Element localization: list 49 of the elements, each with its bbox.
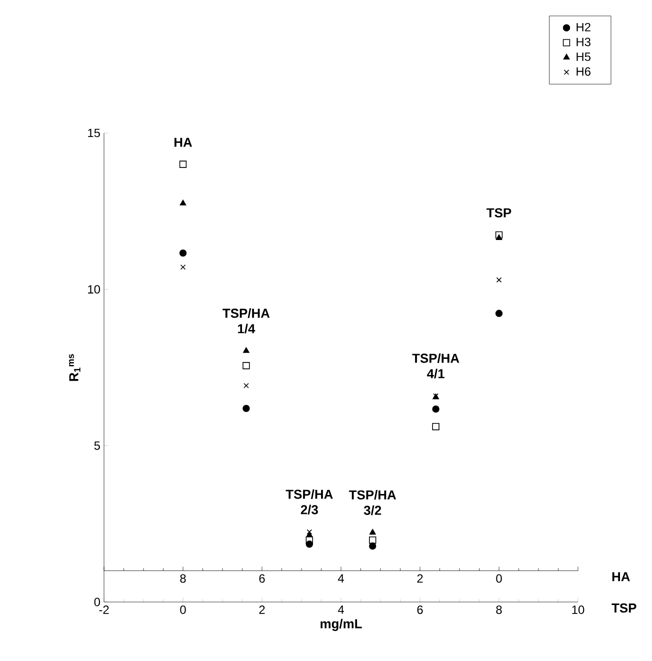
annotation: TSP/HA 1/4 [222,308,270,334]
annotation: TSP/HA 3/2 [348,490,396,516]
point [179,249,187,257]
point [432,405,440,413]
y-axis-title: R$_{1}$ms [69,354,80,381]
point [306,529,312,535]
point [180,200,186,206]
x2-tick-label: 0 [496,574,502,583]
point [242,362,250,370]
y-tick-label: 5 [94,441,100,450]
x-tick-label: 10 [572,606,584,614]
legend-label: H3 [576,38,590,46]
point [244,382,249,388]
x-tick-label: 0 [180,606,186,614]
annotation: HA [174,138,192,147]
x-tick-label: 4 [338,606,344,614]
point [369,536,376,544]
x-tick-label: 8 [496,606,502,614]
legend-label: H5 [576,52,590,61]
x2-tick-label: 4 [338,574,344,582]
point [432,422,440,430]
x2-tick-label: 2 [417,574,423,583]
x-tick-label: 2 [259,606,265,614]
point [495,310,503,318]
x2-tick-label: 6 [259,574,265,583]
point [369,528,376,535]
point [242,404,250,412]
point [243,347,250,353]
y-tick-label: 10 [88,285,100,294]
x-axis-title: mg/mL [320,618,362,631]
point [306,536,313,544]
point [179,160,187,168]
x2-tick-label: 8 [180,574,186,583]
legend-label: H6 [576,67,590,76]
y-tick-label: 0 [94,598,100,606]
text: TSP [612,603,636,613]
x-tick-label: -2 [99,606,109,614]
annotation: TSP [486,208,512,218]
point [180,264,186,270]
point [369,542,376,550]
point [496,277,502,283]
y-tick-label: 15 [88,128,100,138]
point [496,234,502,240]
point [495,231,503,239]
annotation: TSP/HA 2/3 [286,489,333,514]
x-tick-label: 6 [417,606,423,614]
annotation: TSP/HA 4/1 [412,353,460,378]
legend-label: H2 [576,22,590,32]
x2-axis-title: HA [612,572,630,582]
